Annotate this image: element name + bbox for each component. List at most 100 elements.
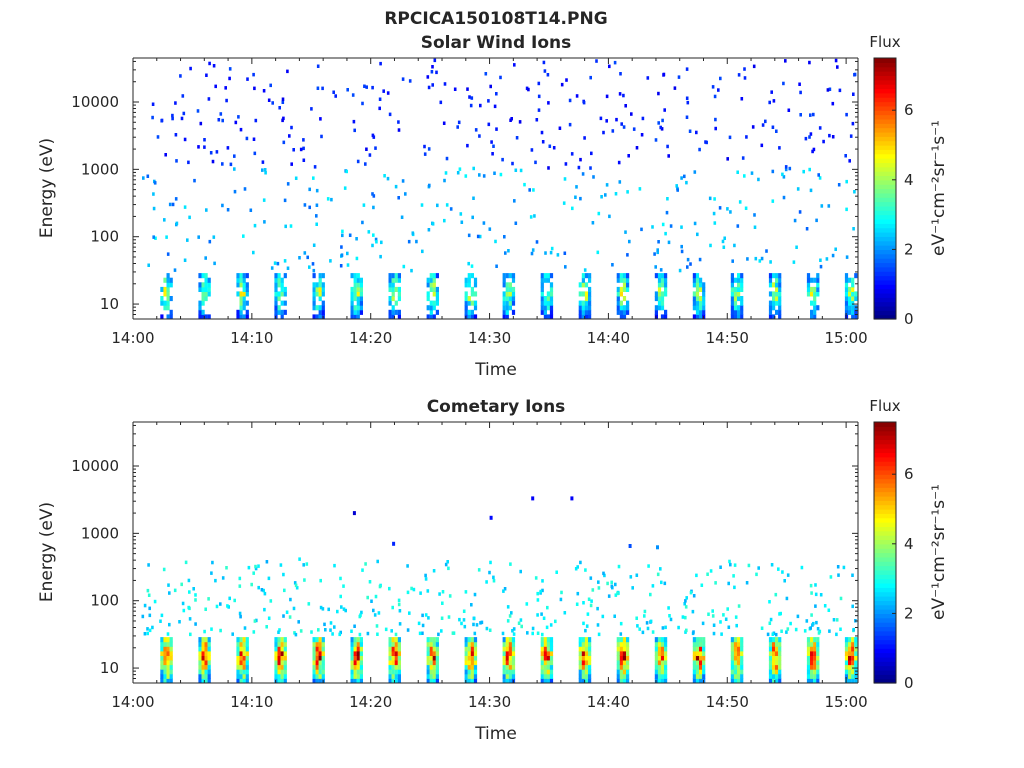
heatmap-cell [163,286,167,292]
heatmap-cell [274,650,278,656]
heatmap-cell [490,140,493,144]
heatmap-cell [540,664,544,670]
heatmap-cell [372,135,376,139]
heatmap-cell [660,669,665,675]
heatmap-cell [356,277,360,283]
heatmap-cell [321,607,325,611]
heatmap-cell [467,233,471,238]
heatmap-cell [806,273,811,279]
heatmap-cell [198,314,202,320]
heatmap-cell [578,300,582,306]
heatmap-cell [733,286,738,292]
heatmap-cell [523,182,526,187]
heatmap-cell [654,650,658,656]
heatmap-cell [626,641,630,647]
heatmap-cell [478,134,481,138]
heatmap-cell [166,646,170,652]
heatmap-cell [737,604,741,608]
heatmap-cell [283,273,287,279]
heatmap-cell [353,646,357,652]
heatmap-cell [504,251,507,255]
heatmap-cell [388,296,392,302]
heatmap-cell [331,632,334,636]
heatmap-cell [816,660,820,666]
heatmap-cell [147,263,150,267]
heatmap-cell [432,569,436,573]
heatmap-cell [221,118,224,123]
heatmap-cell [851,678,855,684]
colorbar-segment [874,310,896,316]
heatmap-cell [505,655,509,661]
heatmap-cell [851,641,855,647]
heatmap-cell [315,314,319,320]
heatmap-cell [685,96,689,100]
heatmap-cell [549,291,554,297]
heatmap-cell [695,664,700,670]
heatmap-cell [201,669,205,675]
heatmap-cell [503,235,506,239]
heatmap-cell [318,673,322,679]
heatmap-cell [560,590,563,595]
heatmap-cell [494,239,497,244]
colorbar-segment [874,127,896,133]
heatmap-cell [508,637,512,643]
heatmap-cell [588,314,592,320]
heatmap-cell [394,309,398,315]
heatmap-cell [467,669,471,675]
heatmap-cell [540,678,544,684]
heatmap-cell [355,237,358,241]
heatmap-cell [772,296,776,302]
heatmap-cell [146,627,149,631]
heatmap-cell [772,291,776,297]
heatmap-cell [692,637,696,643]
heatmap-cell [813,660,817,666]
heatmap-cell [772,678,776,684]
heatmap-cell [344,608,347,613]
heatmap-cell [429,309,433,315]
heatmap-cell [464,637,468,643]
heatmap-cell [207,660,211,666]
heatmap-cell [654,655,658,661]
heatmap-cell [188,215,191,220]
heatmap-cell [211,159,215,164]
heatmap-cell [559,597,563,602]
heatmap-cell [160,678,164,684]
heatmap-cell [804,136,808,141]
heatmap-cell [397,664,401,670]
colorbar-segment [874,223,896,229]
heatmap-cell [388,314,392,320]
heatmap-cell [364,162,367,166]
heatmap-cell [341,229,344,234]
heatmap-cell [201,673,205,679]
heatmap-cell [194,598,197,602]
heatmap-cell [160,646,164,652]
heatmap-cell [511,664,516,670]
heatmap-cell [308,187,311,192]
heatmap-cell [508,646,512,652]
heatmap-cell [854,655,858,661]
heatmap-cell [245,273,249,279]
heatmap-cell [812,621,815,626]
heatmap-cell [530,251,534,256]
heatmap-cell [429,673,433,679]
heatmap-cell [555,570,558,574]
heatmap-cell [356,159,360,164]
heatmap-cell [848,286,852,292]
heatmap-cell [766,632,770,637]
heatmap-cell [772,646,776,652]
heatmap-cell [508,291,512,297]
heatmap-cell [808,135,811,139]
heatmap-cell [469,103,473,108]
heatmap-cell [423,152,427,156]
heatmap-cell [854,646,858,652]
heatmap-cell [768,678,773,684]
heatmap-cell [166,664,170,670]
heatmap-cell [303,203,307,207]
heatmap-cell [733,314,738,320]
heatmap-cell [622,655,627,661]
heatmap-cell [799,90,802,95]
heatmap-cell [340,605,343,609]
heatmap-cell [549,250,553,255]
heatmap-cell [153,181,157,185]
heatmap-cell [243,626,247,630]
